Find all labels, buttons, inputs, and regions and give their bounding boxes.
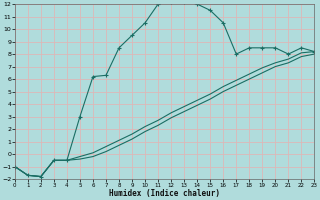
X-axis label: Humidex (Indice chaleur): Humidex (Indice chaleur) [109, 189, 220, 198]
